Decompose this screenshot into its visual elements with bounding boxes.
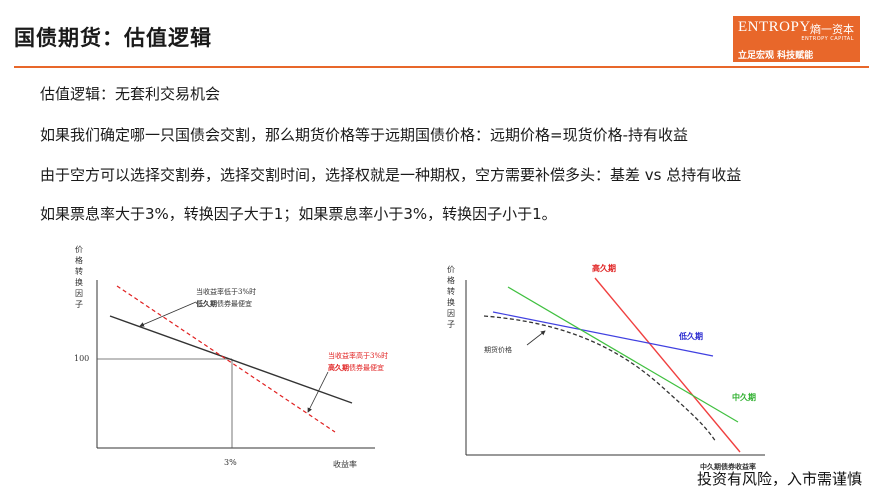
left-y-axis-label: 价格转换因子: [75, 245, 83, 309]
paragraph-2: 如果我们确定哪一只国债会交割，那么期货价格等于远期国债价格：远期价格=现货价格-…: [40, 126, 688, 144]
left-annotation-high-line1: 当收益率高于3%时: [328, 352, 389, 360]
left-annotation-high: 当收益率高于3%时 高久期债券最便宜: [328, 350, 388, 374]
logo-slogan: 立足宏观 科技赋能: [738, 51, 814, 61]
risk-disclaimer: 投资有风险，入市需谨慎: [697, 470, 863, 488]
company-logo: ENTROPY 熵一资本 ENTROPY CAPITAL 立足宏观 科技赋能: [733, 16, 860, 62]
logo-chinese-name: 熵一资本: [810, 23, 854, 36]
right-label-futures-price: 期货价格: [484, 346, 512, 354]
page-title: 国债期货：估值逻辑: [14, 26, 212, 50]
right-x-axis-label: 中久期债券收益率: [700, 462, 756, 471]
right-label-low-duration: 低久期: [679, 331, 703, 341]
left-annotation-low-rest: 债券最便宜: [217, 300, 252, 308]
left-annotation-arrow-high: [307, 371, 329, 413]
left-annotation-high-bold: 高久期: [328, 363, 349, 372]
left-x-tick-3pct: 3%: [224, 458, 237, 467]
paragraph-3: 由于空方可以选择交割券，选择交割时间，选择权就是一种期权，空方需要补偿多头：基差…: [40, 166, 742, 184]
header-divider: [14, 66, 869, 68]
left-annotation-arrow-low: [139, 301, 197, 327]
left-low-duration-line: [109, 315, 353, 404]
left-y-tick-100: 100: [74, 354, 90, 363]
paragraph-4: 如果票息率大于3%，转换因子大于1；如果票息率小于3%，转换因子小于1。: [40, 205, 557, 223]
left-x-axis-label: 收益率: [333, 460, 357, 469]
paragraph-1: 估值逻辑：无套利交易机会: [40, 85, 221, 103]
right-y-axis-label: 价格转换因子: [447, 265, 455, 329]
right-mid-duration-line: [507, 286, 739, 423]
right-label-mid-duration: 中久期: [732, 392, 756, 402]
left-annotation-low-line1: 当收益率低于3%时: [196, 288, 257, 296]
right-high-duration-line: [594, 277, 741, 453]
right-label-high-duration: 高久期: [592, 263, 616, 273]
logo-wordmark: ENTROPY: [738, 19, 811, 35]
logo-subtitle: ENTROPY CAPITAL: [801, 36, 854, 42]
left-annotation-low-bold: 低久期: [196, 299, 217, 308]
left-annotation-low: 当收益率低于3%时 低久期债券最便宜: [196, 286, 256, 310]
right-futures-annotation-arrow: [526, 330, 546, 346]
left-annotation-high-rest: 债券最便宜: [349, 364, 384, 372]
